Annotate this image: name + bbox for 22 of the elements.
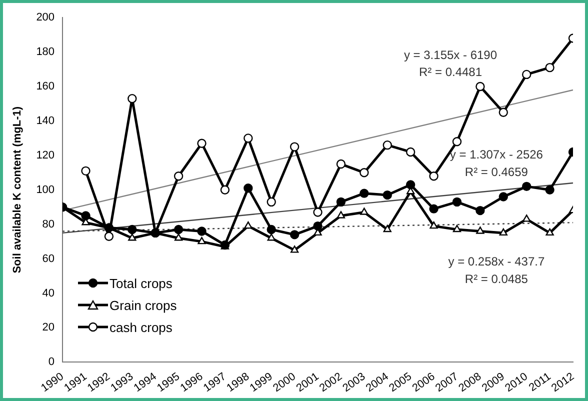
y-tick-label: 100 bbox=[36, 184, 55, 196]
legend-label: Grain crops bbox=[110, 298, 177, 313]
annotation: R² = 0.4659 bbox=[464, 164, 528, 179]
annotation: y = 0.258x - 437.7 bbox=[448, 254, 545, 269]
y-tick-label: 80 bbox=[42, 218, 55, 230]
y-tick-label: 120 bbox=[36, 149, 55, 162]
y-tick-label: 180 bbox=[36, 46, 55, 58]
y-tick-label: 160 bbox=[36, 80, 55, 93]
x-tick-label: 1991 bbox=[62, 370, 90, 395]
y-tick-label: 20 bbox=[42, 322, 55, 334]
y-tick-label: 200 bbox=[36, 12, 55, 24]
y-tick-label: 0 bbox=[48, 356, 55, 368]
y-tick-label: 140 bbox=[36, 114, 55, 127]
legend-label: Total crops bbox=[110, 276, 172, 291]
annotation: R² = 0.4481 bbox=[418, 65, 482, 80]
annotation: y = 3.155x - 6190 bbox=[404, 48, 498, 62]
legend-label: cash crops bbox=[110, 320, 172, 335]
annotation: R² = 0.0485 bbox=[464, 272, 528, 286]
y-axis-title: Soil available K content (mgL-1) bbox=[12, 106, 24, 274]
y-tick-label: 40 bbox=[42, 287, 55, 300]
y-tick-label: 60 bbox=[42, 252, 55, 265]
annotation: y = 1.307x - 2526 bbox=[450, 148, 544, 162]
